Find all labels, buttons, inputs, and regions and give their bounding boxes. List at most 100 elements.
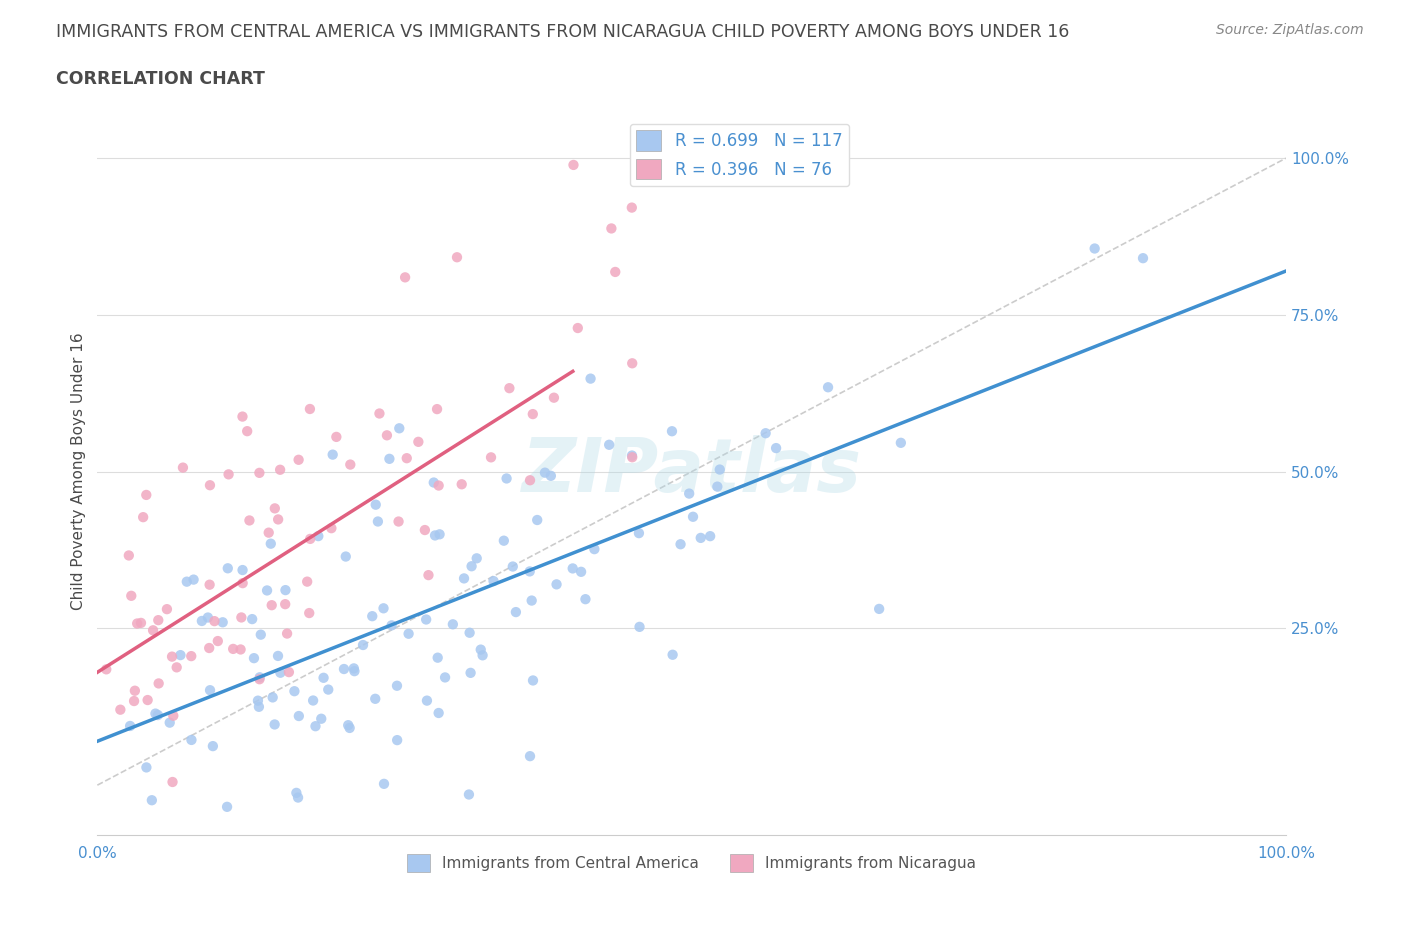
Point [283, 684, 305, 698]
Point [148, 613, 170, 628]
Point [249, 671, 271, 686]
Point [890, 435, 912, 450]
Point [127, 616, 149, 631]
Point [180, 649, 202, 664]
Point [395, 451, 418, 466]
Point [1084, 241, 1107, 256]
Point [460, 665, 482, 680]
Point [522, 673, 544, 688]
Point [373, 777, 395, 791]
Point [274, 583, 297, 598]
Point [482, 574, 505, 589]
Point [505, 604, 527, 619]
Point [540, 469, 562, 484]
Point [567, 321, 589, 336]
Point [217, 800, 239, 815]
Point [256, 583, 278, 598]
Point [479, 450, 502, 465]
Point [288, 709, 311, 724]
Point [263, 717, 285, 732]
Point [249, 627, 271, 642]
Point [375, 428, 398, 443]
Point [276, 626, 298, 641]
Point [118, 548, 141, 563]
Point [423, 475, 446, 490]
Point [423, 528, 446, 543]
Point [325, 430, 347, 445]
Point [381, 618, 404, 632]
Point [142, 623, 165, 638]
Point [352, 638, 374, 653]
Point [661, 647, 683, 662]
Point [661, 424, 683, 439]
Point [574, 591, 596, 606]
Point [146, 708, 169, 723]
Point [627, 525, 650, 540]
Point [534, 465, 557, 480]
Point [339, 458, 361, 472]
Point [295, 574, 318, 589]
Point [621, 356, 644, 371]
Point [765, 441, 787, 456]
Point [162, 709, 184, 724]
Point [198, 578, 221, 592]
Point [260, 537, 283, 551]
Point [416, 693, 439, 708]
Point [600, 221, 623, 236]
Point [450, 477, 472, 492]
Point [269, 665, 291, 680]
Point [135, 760, 157, 775]
Point [211, 615, 233, 630]
Point [249, 670, 271, 684]
Point [240, 612, 263, 627]
Point [868, 602, 890, 617]
Text: IMMIGRANTS FROM CENTRAL AMERICA VS IMMIGRANTS FROM NICARAGUA CHILD POVERTY AMONG: IMMIGRANTS FROM CENTRAL AMERICA VS IMMIG… [56, 23, 1070, 41]
Point [427, 706, 450, 721]
Point [446, 250, 468, 265]
Point [471, 648, 494, 663]
Point [398, 626, 420, 641]
Point [337, 718, 360, 733]
Point [526, 512, 548, 527]
Point [583, 541, 606, 556]
Point [678, 486, 700, 501]
Point [135, 487, 157, 502]
Point [519, 472, 541, 487]
Point [339, 721, 361, 736]
Point [238, 513, 260, 528]
Point [180, 733, 202, 748]
Point [172, 460, 194, 475]
Point [321, 521, 343, 536]
Point [413, 523, 436, 538]
Point [502, 559, 524, 574]
Point [522, 406, 544, 421]
Point [231, 610, 253, 625]
Point [120, 589, 142, 604]
Point [367, 514, 389, 529]
Point [204, 614, 226, 629]
Point [460, 559, 482, 574]
Legend: Immigrants from Central America, Immigrants from Nicaragua: Immigrants from Central America, Immigra… [401, 848, 983, 879]
Point [215, 861, 238, 876]
Point [418, 567, 440, 582]
Point [316, 682, 339, 697]
Point [312, 671, 335, 685]
Point [343, 661, 366, 676]
Point [333, 661, 356, 676]
Point [198, 641, 221, 656]
Point [129, 616, 152, 631]
Point [561, 561, 583, 576]
Point [519, 564, 541, 578]
Point [277, 665, 299, 680]
Point [166, 660, 188, 675]
Point [247, 699, 270, 714]
Point [441, 617, 464, 631]
Point [198, 478, 221, 493]
Point [159, 715, 181, 730]
Point [145, 706, 167, 721]
Point [267, 648, 290, 663]
Point [817, 379, 839, 394]
Point [385, 678, 408, 693]
Point [169, 647, 191, 662]
Point [605, 264, 627, 279]
